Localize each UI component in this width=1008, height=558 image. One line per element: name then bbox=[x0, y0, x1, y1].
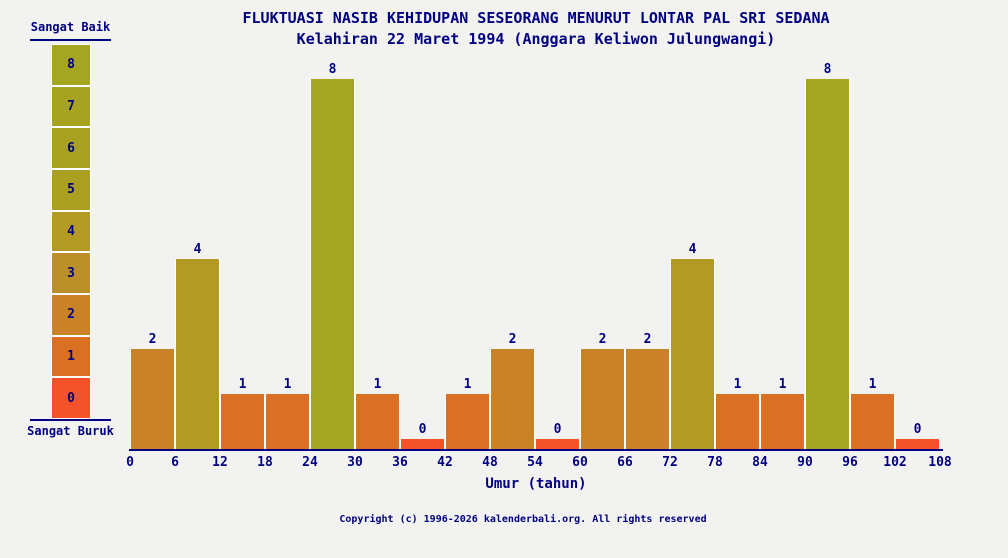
legend-top-divider bbox=[30, 39, 111, 41]
x-tick-label: 6 bbox=[171, 455, 179, 470]
legend-cell-2: 2 bbox=[51, 294, 91, 336]
x-tick-label: 90 bbox=[797, 455, 813, 470]
plot-area: 2 4 1 1 8 1 0 1 2 0 2 2 4 1 1 8 1 0 bbox=[130, 0, 942, 449]
bar-age-18-24 bbox=[265, 394, 310, 449]
bar-age-90-96 bbox=[805, 79, 850, 449]
bar-value-label: 2 bbox=[508, 332, 517, 347]
bar-age-60-66 bbox=[580, 349, 625, 449]
x-tick-label: 72 bbox=[662, 455, 678, 470]
bar-value-label: 0 bbox=[418, 422, 427, 437]
x-tick-label: 18 bbox=[257, 455, 273, 470]
bar-age-66-72 bbox=[625, 349, 670, 449]
x-tick-label: 108 bbox=[928, 455, 952, 470]
legend-bottom-label: Sangat Buruk bbox=[27, 424, 114, 438]
x-tick-label: 84 bbox=[752, 455, 768, 470]
x-tick-label: 78 bbox=[707, 455, 723, 470]
bar-value-label: 8 bbox=[823, 62, 832, 77]
bar-value-label: 2 bbox=[643, 332, 652, 347]
bar-value-label: 4 bbox=[193, 242, 202, 257]
legend-cell-7: 7 bbox=[51, 85, 91, 128]
legend-cell-4: 4 bbox=[51, 210, 91, 253]
x-axis-ticks: 0 6 12 18 24 30 36 42 48 54 60 66 72 78 84 90 96 102 108 bbox=[126, 455, 952, 471]
chart-subtitle: Kelahiran 22 Maret 1994 (Anggara Keliwon… bbox=[296, 30, 776, 48]
bar-age-30-36 bbox=[355, 394, 400, 449]
bar-age-6-12 bbox=[175, 259, 220, 449]
legend-cell-6: 6 bbox=[51, 127, 91, 170]
copyright-text: Copyright (c) 1996-2026 kalenderbali.org… bbox=[339, 514, 707, 525]
bar-age-54-60 bbox=[535, 439, 580, 449]
legend-bottom-divider bbox=[30, 419, 111, 421]
chart-title: FLUKTUASI NASIB KEHIDUPAN SESEORANG MENU… bbox=[242, 9, 830, 27]
bar-age-42-48 bbox=[445, 394, 490, 449]
bar-value-label: 1 bbox=[868, 377, 877, 392]
bar-age-48-54 bbox=[490, 349, 535, 449]
x-tick-label: 30 bbox=[347, 455, 363, 470]
bar-value-label: 0 bbox=[913, 422, 922, 437]
legend-cell-0: 0 bbox=[51, 377, 91, 420]
x-tick-label: 54 bbox=[527, 455, 543, 470]
bar-value-label: 8 bbox=[328, 62, 337, 77]
bar-value-label: 2 bbox=[148, 332, 157, 347]
bar-value-label: 1 bbox=[463, 377, 472, 392]
bar-value-label: 2 bbox=[598, 332, 607, 347]
bar-age-96-102 bbox=[850, 394, 895, 449]
bar-value-label: 1 bbox=[778, 377, 787, 392]
x-tick-label: 24 bbox=[302, 455, 318, 470]
bar-age-12-18 bbox=[220, 394, 265, 449]
legend-top-label: Sangat Baik bbox=[30, 20, 111, 34]
x-tick-label: 12 bbox=[212, 455, 228, 470]
x-tick-label: 102 bbox=[883, 455, 907, 470]
x-tick-label: 0 bbox=[126, 455, 134, 470]
bar-value-label: 1 bbox=[733, 377, 742, 392]
bar-age-72-78 bbox=[670, 259, 715, 449]
x-tick-label: 42 bbox=[437, 455, 453, 470]
legend-cell-5: 5 bbox=[51, 169, 91, 211]
bar-age-24-30 bbox=[310, 79, 355, 449]
bar-age-102-108 bbox=[895, 439, 940, 449]
bar-age-36-42 bbox=[400, 439, 445, 449]
bar-value-label: 1 bbox=[373, 377, 382, 392]
legend-cell-8: 8 bbox=[51, 44, 91, 86]
legend-cell-1: 1 bbox=[51, 335, 91, 378]
x-tick-label: 48 bbox=[482, 455, 498, 470]
x-axis-line bbox=[129, 449, 943, 451]
legend-cell-3: 3 bbox=[51, 252, 91, 295]
bar-age-78-84 bbox=[715, 394, 760, 449]
bar-value-label: 0 bbox=[553, 422, 562, 437]
bar-value-label: 4 bbox=[688, 242, 697, 257]
x-axis-title: Umur (tahun) bbox=[485, 476, 587, 492]
bar-value-label: 1 bbox=[238, 377, 247, 392]
x-tick-label: 36 bbox=[392, 455, 408, 470]
bar-value-label: 1 bbox=[283, 377, 292, 392]
bar-age-84-90 bbox=[760, 394, 805, 449]
x-tick-label: 96 bbox=[842, 455, 858, 470]
x-tick-label: 66 bbox=[617, 455, 633, 470]
x-tick-label: 60 bbox=[572, 455, 588, 470]
bar-age-0-6 bbox=[130, 349, 175, 449]
